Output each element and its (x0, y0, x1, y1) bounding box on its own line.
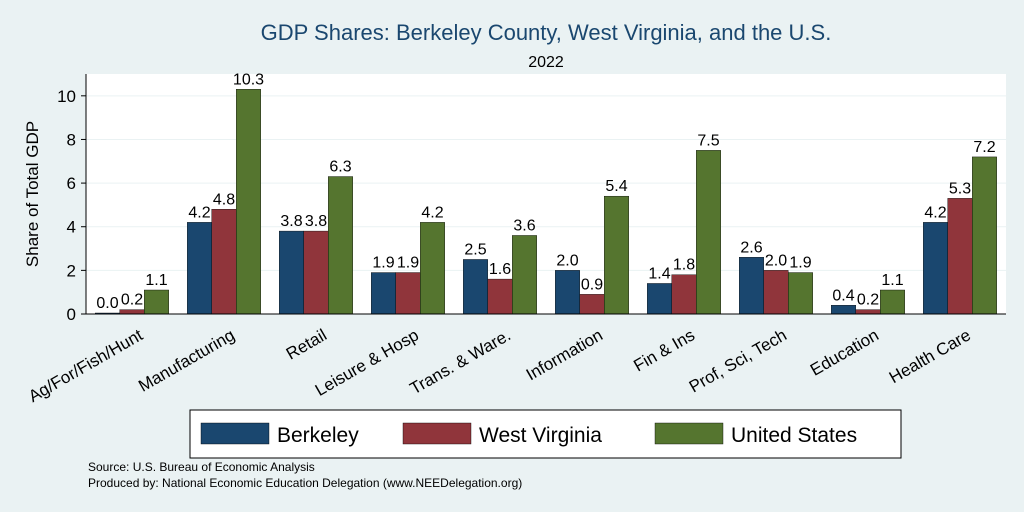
bar (487, 278, 513, 315)
bar (555, 270, 580, 315)
bar (855, 309, 881, 315)
bar (947, 198, 973, 315)
data-label: 0.9 (581, 276, 603, 293)
legend-box (189, 409, 902, 459)
legend-swatch (200, 422, 270, 445)
data-label: 0.4 (832, 287, 854, 304)
data-labels: 0.0 0.21.14.24.810.33.8 3.86.31.9 1.94.22.5… (96, 71, 995, 312)
data-label: 2.0 (556, 252, 578, 269)
source-note: Source: U.S. Bureau of Economic Analysis (88, 460, 315, 474)
bar (395, 272, 421, 315)
bar (119, 309, 145, 315)
legend-swatch (654, 422, 724, 445)
bar (211, 209, 237, 315)
legend-label: Berkeley (277, 424, 359, 447)
bar (972, 156, 997, 315)
category-label: Prof, Sci, Tech (686, 325, 790, 396)
data-label: 2.6 (740, 239, 762, 256)
bar (303, 230, 329, 315)
category-label: Leisure & Hosp (312, 325, 422, 400)
data-label: 10.3 (233, 71, 264, 88)
bar (463, 259, 488, 315)
bar (696, 150, 721, 315)
legend-swatch (402, 422, 472, 445)
y-tick-label: 4 (67, 218, 76, 237)
data-label: 5.4 (605, 178, 627, 195)
data-label: 1.9 (789, 255, 811, 272)
y-tick-label: 0 (67, 305, 76, 324)
category-label: Fin & Ins (630, 325, 698, 375)
bar (739, 257, 764, 315)
bar (923, 222, 948, 315)
data-label: 4.2 (188, 204, 210, 221)
category-label: Manufacturing (135, 325, 238, 395)
data-label: 4.2 (421, 204, 443, 221)
bar (763, 270, 789, 315)
category-label: Health Care (886, 325, 974, 387)
data-label: 5.3 (949, 180, 971, 197)
data-label: 0.2 (121, 292, 143, 309)
data-label: 1.1 (881, 272, 903, 289)
category-label: Trans. & Ware. (407, 325, 514, 398)
data-label: 1.6 (489, 261, 511, 278)
bar (236, 89, 261, 315)
category-label: Information (523, 325, 606, 384)
legend-label: United States (731, 424, 857, 447)
chart-subtitle: 2022 (528, 54, 564, 71)
bar (187, 222, 212, 315)
data-label: 0.0 (96, 295, 118, 312)
bar (788, 272, 813, 315)
data-label: 7.2 (973, 139, 995, 156)
bar (420, 222, 445, 315)
data-label: 7.5 (697, 132, 719, 149)
data-label: 1.4 (648, 265, 670, 282)
bar (512, 235, 537, 315)
category-label: Education (807, 325, 882, 379)
data-label: 0.2 (857, 292, 879, 309)
data-label: 3.6 (513, 217, 535, 234)
bar (328, 176, 353, 315)
y-axis-label: Share of Total GDP (23, 121, 42, 267)
bar (604, 195, 629, 315)
data-label: 4.2 (924, 204, 946, 221)
y-ticks: 0 2 4 6 8 10 (57, 87, 86, 324)
data-label: 6.3 (329, 159, 351, 176)
chart-title: GDP Shares: Berkeley County, West Virgin… (261, 20, 832, 45)
category-label: Retail (283, 325, 330, 363)
bar (371, 272, 396, 315)
data-label: 1.8 (673, 257, 695, 274)
bar (579, 294, 605, 315)
bar (831, 305, 856, 315)
bars (95, 89, 997, 315)
data-label: 3.8 (305, 213, 327, 230)
category-label: Ag/For/Fish/Hunt (25, 325, 146, 406)
data-label: 1.1 (145, 272, 167, 289)
legend: Berkeley West Virginia United States (189, 409, 902, 459)
bar (671, 274, 697, 315)
bar (647, 283, 672, 315)
data-label: 1.9 (372, 255, 394, 272)
data-label: 3.8 (280, 213, 302, 230)
bar (880, 289, 905, 315)
producer-note: Produced by: National Economic Education… (88, 476, 522, 490)
data-label: 1.9 (397, 255, 419, 272)
bar (279, 230, 304, 315)
y-tick-label: 2 (67, 261, 76, 280)
y-tick-label: 6 (67, 174, 76, 193)
data-label: 2.0 (765, 252, 787, 269)
y-tick-label: 8 (67, 130, 76, 149)
bar (144, 289, 169, 315)
legend-label: West Virginia (479, 424, 602, 447)
data-label: 2.5 (464, 241, 486, 258)
y-tick-label: 10 (57, 87, 76, 106)
data-label: 4.8 (213, 191, 235, 208)
